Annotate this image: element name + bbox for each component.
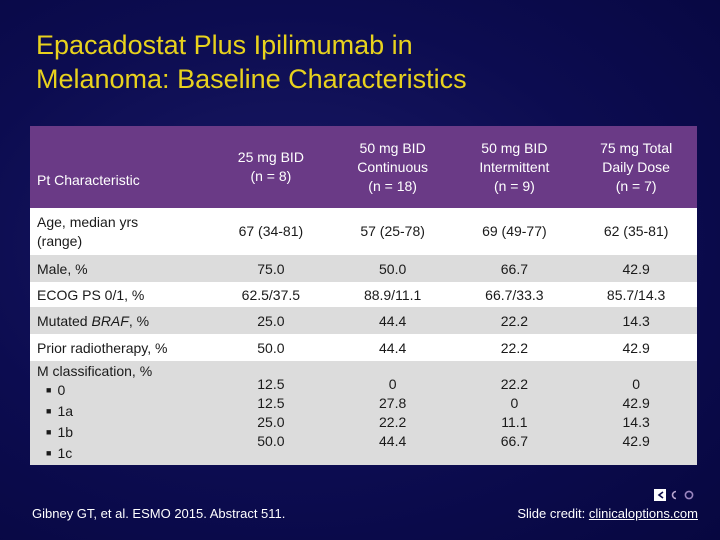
table-cell: 0 42.9 14.3 42.9 (575, 361, 697, 465)
table-cell: 67 (34-81) (210, 208, 332, 255)
square-bullet-icon: ■ (46, 384, 52, 395)
table-cell: 62.5/37.5 (210, 282, 332, 307)
cell-value: 22.2 (500, 376, 528, 392)
header-text: Intermittent (479, 158, 550, 175)
header-text: 75 mg Total (600, 139, 673, 156)
table-cell: 22.2 0 11.1 66.7 (453, 361, 576, 465)
header-text: Daily Dose (602, 158, 670, 175)
header-25mg-bid: 25 mg BID (n = 8) (210, 126, 332, 208)
header-text: 50 mg BID (481, 139, 548, 156)
row-label-ecog: ECOG PS 0/1, % (30, 282, 210, 307)
sub-label-text: 0 (57, 381, 66, 398)
cell-value: 50.0 (257, 433, 285, 449)
table-cell: 66.7 (453, 255, 576, 282)
table-cell: 62 (35-81) (575, 208, 697, 255)
table-row-age: Age, median yrs (range) 67 (34-81) 57 (2… (30, 208, 697, 255)
sub-label-item: ■ 1c (37, 444, 206, 465)
table-cell: 75.0 (210, 255, 332, 282)
row-label-m-classification: M classification, % ■ 0 ■ 1a ■ 1b ■ 1c (30, 361, 210, 465)
cell-value: 0 (388, 376, 397, 392)
cell-value: 14.3 (622, 414, 650, 430)
header-text: (n = 7) (615, 177, 657, 194)
cell-value: 0 (632, 376, 641, 392)
table-cell: 25.0 (210, 307, 332, 334)
cell-value: 44.4 (379, 433, 407, 449)
table-cell: 85.7/14.3 (575, 282, 697, 307)
cell-value: 12.5 (257, 376, 285, 392)
row-label-text: , % (128, 312, 150, 329)
sub-label-text: 1c (57, 444, 73, 461)
credit-prefix: Slide credit: (517, 506, 589, 521)
table-cell: 12.5 12.5 25.0 50.0 (210, 361, 332, 465)
table-row-radiotherapy: Prior radiotherapy, % 50.0 44.4 22.2 42.… (30, 334, 697, 361)
table-cell: 44.4 (331, 307, 454, 334)
row-label-text: M classification, % (37, 362, 153, 379)
credit-link[interactable]: clinicaloptions.com (588, 506, 698, 521)
table-cell: 66.7/33.3 (453, 282, 576, 307)
header-text: 25 mg BID (237, 149, 304, 165)
title-line-1: Epacadostat Plus Ipilimumab in (36, 30, 413, 60)
sub-label-item: ■ 0 (37, 381, 206, 402)
header-text: Continuous (357, 158, 429, 175)
header-75mg-total-daily-dose: 75 mg Total Daily Dose (n = 7) (575, 126, 697, 208)
table-row-ecog: ECOG PS 0/1, % 62.5/37.5 88.9/11.1 66.7/… (30, 282, 697, 307)
row-label-male: Male, % (30, 255, 210, 282)
row-label-italic: BRAF (91, 312, 129, 329)
row-label-braf: Mutated BRAF, % (30, 307, 210, 334)
table-cell: 57 (25-78) (331, 208, 454, 255)
cell-value: 42.9 (622, 433, 650, 449)
cell-value: 25.0 (257, 414, 285, 430)
table-cell: 88.9/11.1 (331, 282, 454, 307)
table-cell: 22.2 (453, 307, 576, 334)
title-line-2: Melanoma: Baseline Characteristics (36, 64, 467, 94)
cell-value: 42.9 (622, 395, 650, 411)
row-label-text: Age, median yrs (37, 213, 139, 230)
square-bullet-icon: ■ (46, 447, 52, 458)
slide-title: Epacadostat Plus Ipilimumab in Melanoma:… (36, 28, 696, 96)
table-row-male: Male, % 75.0 50.0 66.7 42.9 (30, 255, 697, 282)
table-cell: 69 (49-77) (453, 208, 576, 255)
cell-value: 22.2 (379, 414, 407, 430)
header-50mg-bid-continuous: 50 mg BID Continuous (n = 18) (331, 126, 454, 208)
header-text: 50 mg BID (359, 139, 426, 156)
header-text: Pt Characteristic (37, 172, 140, 188)
table-cell: 50.0 (210, 334, 332, 361)
table-cell: 42.9 (575, 255, 697, 282)
row-label-radiotherapy: Prior radiotherapy, % (30, 334, 210, 361)
row-label-text: Mutated (37, 312, 92, 329)
slide-credit: Slide credit: clinicaloptions.com (517, 506, 698, 521)
baseline-characteristics-table: Pt Characteristic 25 mg BID (n = 8) 50 m… (30, 126, 697, 465)
sub-label-text: 1b (57, 423, 74, 440)
header-50mg-bid-intermittent: 50 mg BID Intermittent (n = 9) (453, 126, 576, 208)
table-header-row: Pt Characteristic 25 mg BID (n = 8) 50 m… (30, 126, 697, 208)
header-pt-characteristic: Pt Characteristic (30, 126, 210, 208)
sub-label-item: ■ 1a (37, 402, 206, 423)
sub-label-text: 1a (57, 402, 74, 419)
table-cell: 42.9 (575, 334, 697, 361)
table-cell: 14.3 (575, 307, 697, 334)
citation: Gibney GT, et al. ESMO 2015. Abstract 51… (32, 506, 286, 521)
table-cell: 22.2 (453, 334, 576, 361)
table-cell: 50.0 (331, 255, 454, 282)
header-text: (n = 18) (368, 177, 417, 194)
cell-value: 0 (510, 395, 519, 411)
table-row-m-classification: M classification, % ■ 0 ■ 1a ■ 1b ■ 1c 12.5 … (30, 361, 697, 465)
square-bullet-icon: ■ (46, 426, 52, 437)
cell-value: 66.7 (500, 433, 528, 449)
table-cell: 44.4 (331, 334, 454, 361)
cell-value: 12.5 (257, 395, 285, 411)
cell-value: 11.1 (501, 414, 528, 430)
row-label-age: Age, median yrs (range) (30, 208, 210, 255)
row-label-text: (range) (37, 232, 83, 249)
cco-logo-icon (654, 489, 694, 501)
header-text: (n = 9) (493, 177, 535, 194)
cell-value: 27.8 (379, 395, 407, 411)
table-row-braf: Mutated BRAF, % 25.0 44.4 22.2 14.3 (30, 307, 697, 334)
sub-label-item: ■ 1b (37, 423, 206, 444)
header-text: (n = 8) (250, 168, 292, 184)
square-bullet-icon: ■ (46, 405, 52, 416)
table-cell: 0 27.8 22.2 44.4 (331, 361, 454, 465)
